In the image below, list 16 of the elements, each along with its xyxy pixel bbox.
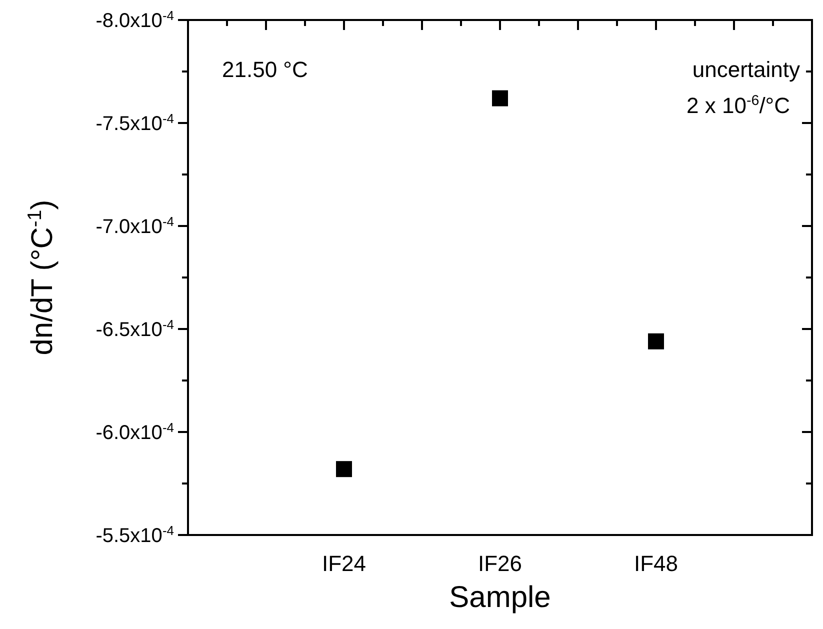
annotation: 21.50 °C xyxy=(222,57,308,82)
y-tick-label: -6.0x10$^{-4}$ xyxy=(96,420,174,444)
x-tick-label: IF48 xyxy=(634,551,678,576)
annotation: 2 x 10$^{-6}$/°C xyxy=(686,93,790,118)
y-tick-label: -7.5x10$^{-4}$ xyxy=(96,110,174,135)
x-tick-label: IF24 xyxy=(322,551,366,576)
point xyxy=(336,461,352,478)
x-tick-label: IF26 xyxy=(478,551,522,576)
y-tick-label: -7.0x10$^{-4}$ xyxy=(96,214,174,238)
point xyxy=(492,90,508,106)
y-tick-label: -6.5x10$^{-4}$ xyxy=(96,316,174,341)
y-tick-label: -8.0x10$^{-4}$ xyxy=(96,8,174,32)
point xyxy=(648,333,664,350)
annotation: uncertainty xyxy=(692,57,800,82)
x-axis-title: Sample xyxy=(449,581,551,614)
y-tick-label: -5.5x10$^{-4}$ xyxy=(96,522,174,547)
